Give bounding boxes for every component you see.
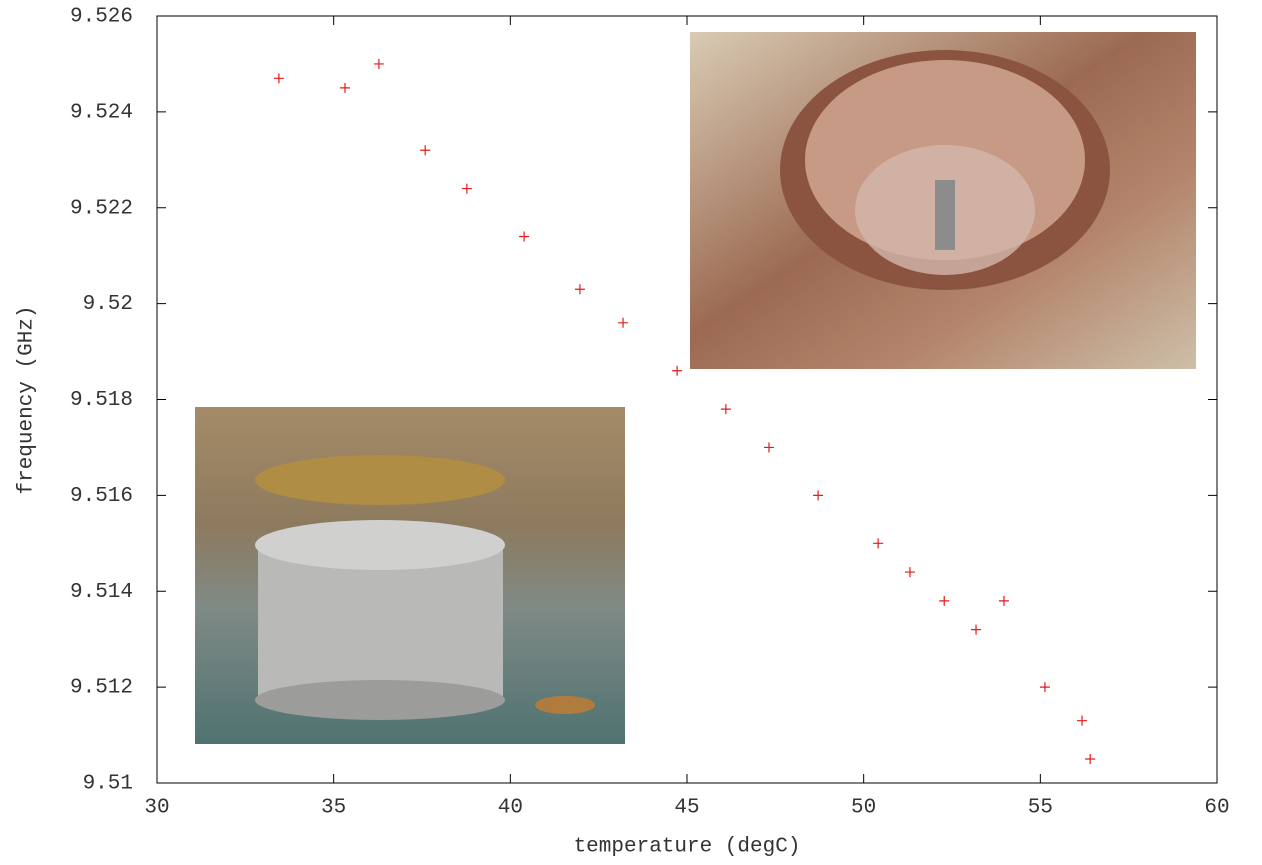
y-tick-label: 9.516 bbox=[70, 485, 133, 508]
y-tick-label: 9.522 bbox=[70, 197, 133, 220]
y-tick-label: 9.524 bbox=[70, 101, 133, 124]
y-tick-label: 9.518 bbox=[70, 389, 133, 412]
data-point bbox=[971, 624, 982, 635]
data-point bbox=[574, 284, 585, 295]
data-point bbox=[1085, 754, 1096, 765]
data-point bbox=[813, 490, 824, 501]
x-tick-label: 40 bbox=[498, 797, 523, 820]
data-point bbox=[273, 73, 284, 84]
data-point bbox=[672, 365, 683, 376]
x-tick-label: 45 bbox=[674, 797, 699, 820]
y-axis-label: frequency (GHz) bbox=[16, 305, 39, 494]
x-tick-label: 55 bbox=[1028, 797, 1053, 820]
data-point bbox=[420, 145, 431, 156]
inset-photo-device bbox=[195, 407, 625, 744]
data-point bbox=[904, 567, 915, 578]
x-tick-label: 50 bbox=[851, 797, 876, 820]
data-point bbox=[873, 538, 884, 549]
x-tick-label: 30 bbox=[144, 797, 169, 820]
x-tick-label: 60 bbox=[1204, 797, 1229, 820]
data-point bbox=[461, 183, 472, 194]
data-point bbox=[519, 231, 530, 242]
x-axis-label: temperature (degC) bbox=[574, 836, 801, 859]
data-point bbox=[339, 82, 350, 93]
inset-photo-cavity bbox=[690, 32, 1196, 369]
data-point bbox=[939, 595, 950, 606]
data-point bbox=[998, 595, 1009, 606]
data-point bbox=[1039, 682, 1050, 693]
data-point bbox=[373, 58, 384, 69]
data-point bbox=[763, 442, 774, 453]
y-tick-label: 9.512 bbox=[70, 677, 133, 700]
data-point bbox=[1077, 715, 1088, 726]
y-tick-label: 9.514 bbox=[70, 581, 133, 604]
y-tick-label: 9.51 bbox=[83, 773, 133, 796]
y-tick-label: 9.52 bbox=[83, 293, 133, 316]
data-point bbox=[720, 404, 731, 415]
y-tick-label: 9.526 bbox=[70, 6, 133, 29]
data-point bbox=[618, 317, 629, 328]
x-tick-label: 35 bbox=[321, 797, 346, 820]
